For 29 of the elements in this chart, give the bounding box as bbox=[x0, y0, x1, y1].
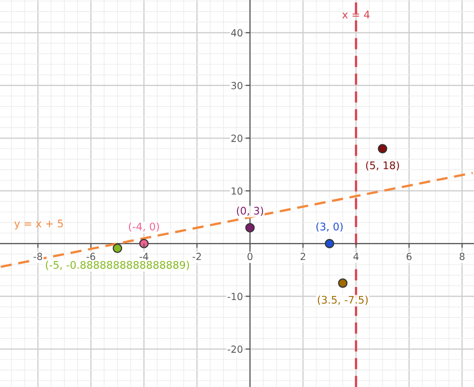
ref-line-label: x = 4 bbox=[342, 10, 370, 18]
y-tick-label: 30 bbox=[231, 82, 242, 90]
y-tick-label: 10 bbox=[232, 187, 242, 195]
y-tick-label: 40 bbox=[231, 29, 242, 37]
x-tick-label: -4 bbox=[140, 252, 148, 260]
x-tick-label: -2 bbox=[192, 252, 201, 260]
x-tick-label: 4 bbox=[353, 252, 359, 260]
point bbox=[112, 244, 122, 253]
x-tick-label: -8 bbox=[34, 252, 42, 260]
x-tick-label: 6 bbox=[406, 252, 412, 260]
point bbox=[139, 238, 149, 248]
y-tick-label: 20 bbox=[231, 134, 242, 142]
x-tick-label: -6 bbox=[86, 252, 96, 260]
annotation: (3.5, -7.5) bbox=[318, 296, 368, 305]
annotation: (0, 3) bbox=[236, 206, 264, 216]
x-tick-label: 8 bbox=[460, 252, 464, 260]
y-tick-label: -10 bbox=[228, 292, 242, 300]
point bbox=[245, 223, 255, 232]
annotation: (-5, -0.8888888888888889) bbox=[46, 260, 189, 270]
annotation: (-4, 0) bbox=[128, 222, 159, 232]
point bbox=[324, 238, 334, 248]
x-tick-label: 0 bbox=[248, 252, 252, 260]
annotation: (3, 0) bbox=[316, 222, 343, 232]
point bbox=[378, 144, 388, 154]
y-tick-label: -20 bbox=[228, 346, 242, 353]
text: y = x + 5 bbox=[14, 220, 63, 230]
point bbox=[338, 278, 348, 288]
annotation: (5, 18) bbox=[366, 161, 399, 170]
x-tick-label: 2 bbox=[300, 252, 306, 260]
